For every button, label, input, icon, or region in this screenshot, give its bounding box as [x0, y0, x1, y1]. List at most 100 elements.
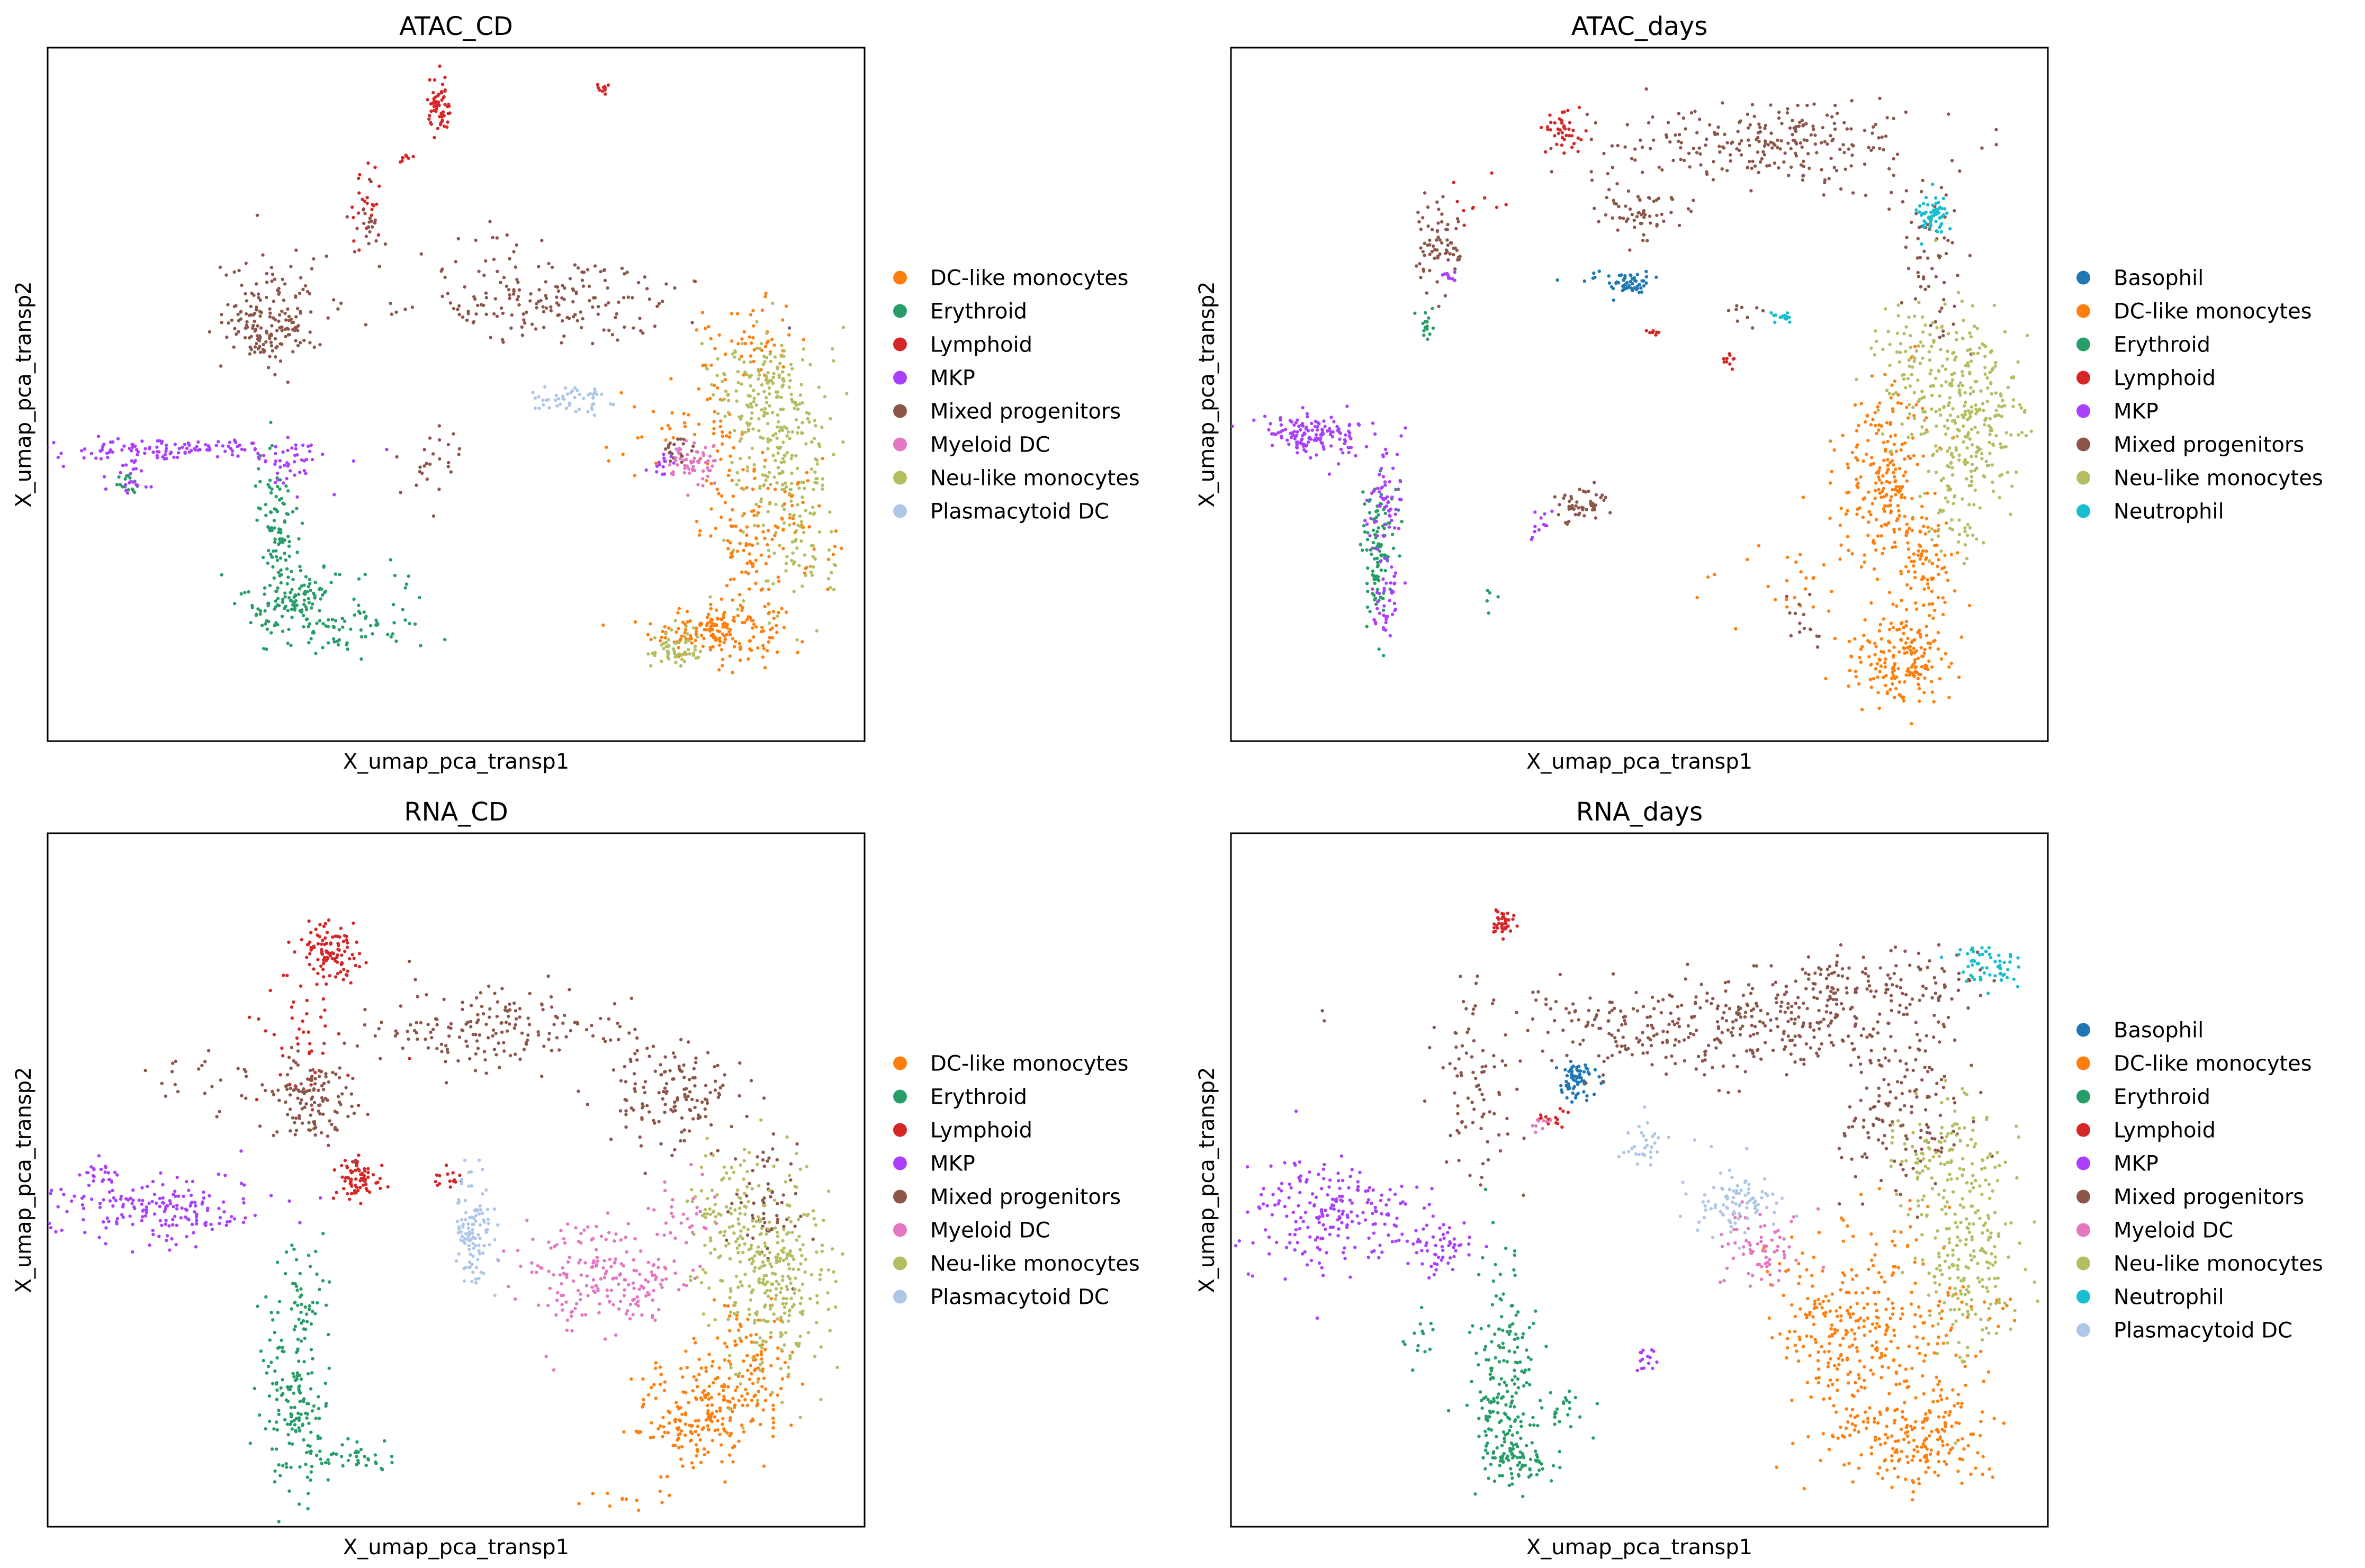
data-point: [346, 1074, 350, 1077]
data-point: [256, 452, 260, 455]
data-point: [1813, 142, 1817, 146]
data-point: [1910, 373, 1913, 376]
data-point: [1564, 133, 1568, 137]
data-point: [1846, 466, 1850, 470]
data-point: [435, 1173, 439, 1177]
data-point: [698, 529, 702, 533]
data-point: [744, 1387, 748, 1391]
data-point: [356, 1103, 361, 1107]
data-point: [298, 1272, 302, 1276]
data-point: [176, 451, 181, 455]
data-point: [745, 561, 749, 565]
data-point: [756, 542, 760, 545]
data-point: [1592, 271, 1596, 275]
data-point: [1822, 193, 1826, 197]
data-point: [1920, 578, 1924, 581]
y-axis-label: X_umap_pca_transp2: [12, 281, 36, 507]
data-point: [671, 470, 675, 474]
data-point: [1887, 649, 1891, 653]
data-point: [299, 1310, 303, 1314]
data-point: [1961, 497, 1964, 501]
data-point: [749, 360, 752, 364]
data-point: [210, 1228, 214, 1231]
data-point: [294, 294, 298, 298]
data-point: [1375, 588, 1379, 591]
data-point: [232, 270, 236, 274]
data-point: [1892, 527, 1896, 531]
data-point: [2003, 330, 2007, 334]
data-point: [304, 956, 309, 959]
legend-item-plasmacytoid-dc: Plasmacytoid DC: [893, 500, 1109, 524]
data-point: [1791, 133, 1794, 137]
data-point: [366, 1170, 370, 1175]
data-point: [263, 349, 266, 353]
data-point: [346, 647, 349, 651]
data-point: [764, 478, 768, 482]
data-point: [1970, 455, 1973, 458]
data-point: [269, 1311, 273, 1314]
data-point: [793, 539, 797, 543]
data-point: [1926, 578, 1930, 582]
data-point: [2003, 404, 2007, 408]
data-point: [711, 645, 715, 649]
data-point: [1928, 559, 1931, 563]
legend-marker: [893, 271, 907, 285]
data-point: [120, 448, 124, 452]
data-point: [136, 450, 140, 454]
data-point: [1863, 162, 1867, 166]
data-point: [435, 107, 438, 111]
data-point: [753, 1393, 758, 1397]
series-neu-like-monocytes: [1855, 238, 2033, 565]
data-point: [273, 318, 277, 322]
data-point: [752, 389, 756, 392]
data-point: [290, 607, 294, 611]
data-point: [716, 449, 720, 453]
data-point: [802, 338, 806, 341]
data-point: [686, 632, 689, 636]
data-point: [463, 285, 466, 289]
data-point: [760, 626, 764, 629]
data-point: [119, 483, 122, 486]
data-point: [359, 635, 364, 639]
data-point: [642, 1402, 646, 1406]
data-point: [386, 633, 390, 636]
data-point: [294, 1284, 299, 1288]
data-point: [750, 618, 753, 623]
data-point: [1764, 141, 1767, 146]
data-point: [1387, 525, 1391, 529]
data-point: [1937, 558, 1940, 562]
data-point: [604, 303, 608, 307]
data-point: [1902, 699, 1905, 703]
x-axis-label: X_umap_pca_transp1: [343, 750, 569, 774]
data-point: [70, 1199, 74, 1203]
data-point: [1900, 422, 1904, 426]
data-point: [1904, 245, 1908, 249]
data-point: [1891, 392, 1895, 396]
data-point: [1925, 634, 1929, 637]
data-point: [766, 440, 770, 444]
data-point: [537, 265, 541, 268]
data-point: [165, 457, 168, 461]
data-point: [1953, 419, 1957, 422]
data-point: [313, 1070, 317, 1075]
data-point: [1889, 421, 1893, 425]
data-point: [1923, 647, 1927, 652]
data-point: [1946, 349, 1949, 353]
data-point: [716, 1336, 720, 1340]
data-point: [281, 501, 285, 505]
data-point: [1875, 471, 1878, 475]
data-point: [752, 623, 756, 626]
data-point: [762, 647, 766, 651]
data-point: [1922, 277, 1926, 281]
data-point: [390, 1455, 394, 1458]
data-point: [769, 1364, 773, 1368]
data-point: [265, 281, 269, 284]
data-point: [1757, 131, 1760, 134]
data-point: [1833, 127, 1837, 131]
data-point: [1931, 384, 1935, 388]
data-point: [714, 526, 718, 530]
data-point: [766, 437, 770, 441]
data-point: [220, 321, 223, 325]
data-point: [767, 386, 771, 390]
data-point: [1399, 498, 1403, 502]
